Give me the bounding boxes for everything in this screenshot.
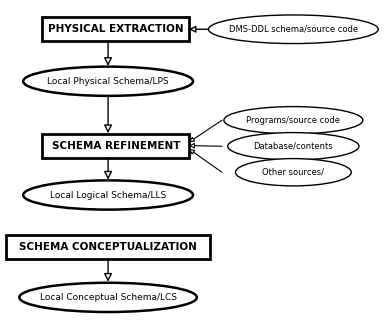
- Ellipse shape: [19, 283, 197, 312]
- Text: SCHEMA REFINEMENT: SCHEMA REFINEMENT: [52, 141, 180, 151]
- FancyBboxPatch shape: [42, 134, 189, 158]
- Ellipse shape: [235, 159, 351, 186]
- Text: DMS-DDL schema/source code: DMS-DDL schema/source code: [229, 25, 358, 34]
- Text: Programs/source code: Programs/source code: [246, 116, 340, 125]
- Text: Other sources/: Other sources/: [262, 168, 324, 177]
- Text: Local Logical Schema/LLS: Local Logical Schema/LLS: [50, 190, 166, 200]
- Text: Local Physical Schema/LPS: Local Physical Schema/LPS: [47, 77, 169, 86]
- Text: SCHEMA CONCEPTUALIZATION: SCHEMA CONCEPTUALIZATION: [19, 242, 197, 252]
- Ellipse shape: [224, 107, 363, 134]
- Text: Database/contents: Database/contents: [254, 142, 333, 151]
- Ellipse shape: [208, 15, 378, 44]
- Text: PHYSICAL EXTRACTION: PHYSICAL EXTRACTION: [48, 24, 184, 34]
- Text: Local Conceptual Schema/LCS: Local Conceptual Schema/LCS: [40, 293, 176, 302]
- FancyBboxPatch shape: [6, 235, 210, 259]
- Ellipse shape: [228, 133, 359, 160]
- FancyBboxPatch shape: [42, 17, 189, 41]
- Ellipse shape: [23, 180, 193, 210]
- Ellipse shape: [23, 67, 193, 96]
